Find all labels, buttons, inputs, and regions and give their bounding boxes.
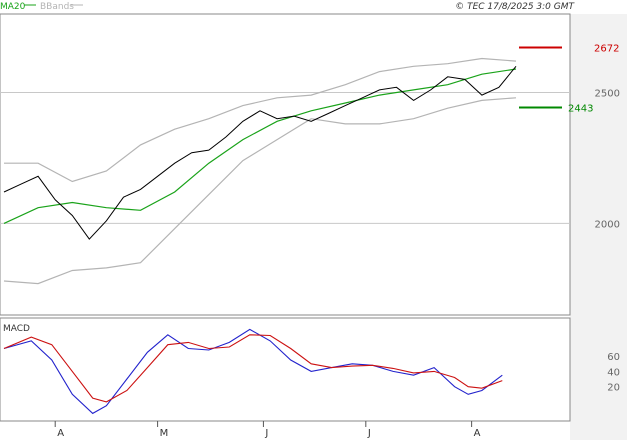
price-grid xyxy=(0,92,570,224)
price-y-tick-label: 2000 xyxy=(595,219,620,230)
header-legend: MA20 BBands xyxy=(0,2,83,12)
x-tick-label: J xyxy=(264,428,268,439)
macd-y-tick-label: 20 xyxy=(607,383,620,394)
x-tick-label: A xyxy=(57,428,64,439)
price-y-axis: 2500 2000 xyxy=(595,89,620,231)
x-tick-label: A xyxy=(474,428,481,439)
macd-panel-frame xyxy=(0,317,571,422)
right-axis-strip xyxy=(570,14,627,440)
legend-ma-label: MA20 xyxy=(0,2,26,12)
support-level-label: 2443 xyxy=(568,103,593,114)
copyright-text: © TEC 17/8/2025 3:0 GMT xyxy=(455,2,575,12)
legend-bbands-label: BBands xyxy=(40,2,74,12)
price-levels: 2672 2443 xyxy=(519,44,619,114)
price-panel: 2672 2443 2500 2000 xyxy=(0,13,620,316)
signal-line xyxy=(3,334,503,403)
price-line xyxy=(3,65,517,240)
macd-y-axis: 60 40 20 xyxy=(607,352,620,394)
bband-lower-line xyxy=(3,97,517,285)
macd-panel: MACD 60 40 20 xyxy=(0,317,620,422)
bband-upper-line xyxy=(4,57,517,183)
ma20-line xyxy=(3,68,517,224)
macd-y-tick-label: 40 xyxy=(607,367,620,378)
price-panel-frame xyxy=(0,13,571,316)
macd-series xyxy=(3,328,503,415)
macd-y-tick-label: 60 xyxy=(607,352,620,363)
resistance-level-label: 2672 xyxy=(594,44,619,55)
macd-title: MACD xyxy=(3,324,30,334)
x-tick-label: J xyxy=(367,428,371,439)
x-tick-label: M xyxy=(160,428,169,439)
price-series xyxy=(3,57,517,285)
price-y-tick-label: 2500 xyxy=(595,89,620,100)
